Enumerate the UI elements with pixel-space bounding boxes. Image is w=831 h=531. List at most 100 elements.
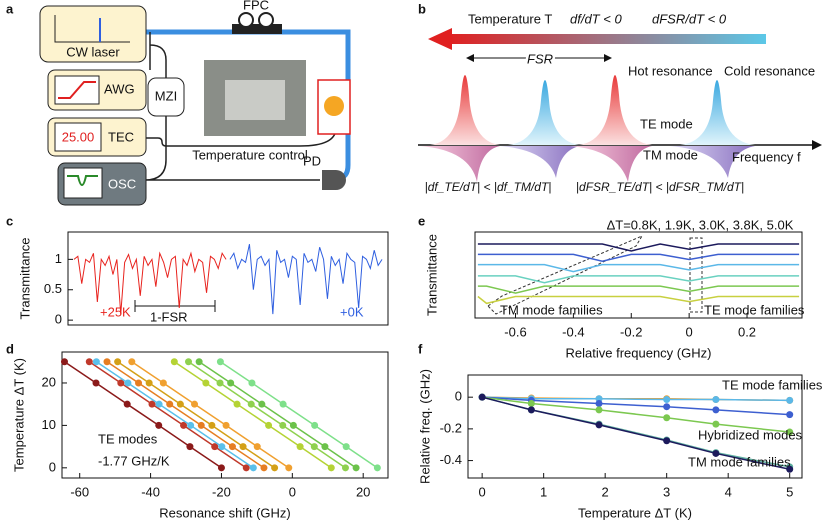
x-axis-label: Temperature ΔT (K): [578, 505, 692, 520]
x-tick-label: -60: [70, 484, 89, 499]
y-tick-label: 10: [42, 417, 56, 432]
cw-laser-box: [39, 5, 147, 63]
data-point: [712, 449, 720, 457]
data-point: [155, 421, 163, 429]
x-tick-label: 0: [686, 324, 693, 339]
series-line: [477, 275, 800, 284]
data-point: [373, 464, 381, 472]
data-point: [352, 464, 360, 472]
annotation: TE mode families: [704, 302, 805, 317]
photo-detail: [225, 80, 285, 120]
te-peak: [578, 75, 652, 145]
data-point: [712, 420, 720, 428]
panel-label: e: [418, 213, 425, 228]
x-tick-label: -0.4: [562, 324, 584, 339]
x-tick-label: 4: [725, 484, 732, 499]
x-tick-label: 2: [602, 484, 609, 499]
te-peak: [508, 80, 580, 145]
y-tick-label: -0.4: [440, 452, 462, 467]
fpc-paddle: [238, 12, 254, 28]
data-point: [148, 400, 156, 408]
panel-label: d: [6, 341, 14, 356]
annotation: ΔT=0.8K, 1.9K, 3.0K, 3.8K, 5.0K: [607, 217, 794, 232]
plot-frame: [67, 231, 389, 326]
data-point: [239, 443, 247, 451]
tm-dip: [670, 146, 755, 178]
tec-display: 25.00: [62, 129, 95, 144]
data-point: [478, 393, 486, 401]
data-point: [248, 379, 256, 387]
plot-frame: [474, 231, 803, 319]
tm-dip: [420, 146, 500, 182]
data-point: [260, 464, 268, 472]
annotation: TM mode families: [688, 454, 791, 469]
data-point: [60, 358, 68, 366]
arrow-head: [812, 140, 822, 150]
data-point: [85, 358, 93, 366]
data-point: [128, 358, 136, 366]
data-point: [271, 464, 279, 472]
data-point: [103, 358, 111, 366]
te-peak: [680, 80, 755, 145]
tm-box: [487, 234, 644, 315]
data-point: [289, 421, 297, 429]
series-line: [198, 361, 357, 469]
data-point: [265, 421, 273, 429]
data-point: [170, 358, 178, 366]
data-point: [786, 411, 794, 419]
x-tick-label: -20: [212, 484, 231, 499]
annotation: Hybridized modes: [698, 427, 803, 442]
label: CW laser: [66, 44, 120, 59]
series-line: [106, 361, 265, 469]
data-point: [527, 400, 535, 408]
series-line: [482, 396, 790, 402]
x-tick-label: -40: [141, 484, 160, 499]
data-point: [218, 443, 226, 451]
data-point: [135, 379, 143, 387]
temp-wire: [145, 127, 337, 147]
x-axis-label: Resonance shift (GHz): [159, 505, 291, 520]
data-point: [155, 400, 163, 408]
label: FSR: [527, 51, 553, 66]
data-point: [233, 400, 241, 408]
x-tick-label: 3: [663, 484, 670, 499]
data-point: [187, 421, 195, 429]
data-point: [285, 464, 293, 472]
data-point: [327, 464, 335, 472]
annotation: -1.77 GHz/K: [98, 453, 170, 468]
data-point: [258, 400, 266, 408]
label: TEC: [108, 129, 134, 144]
data-point: [114, 358, 122, 366]
data-point: [527, 406, 535, 414]
label: Temperature T: [468, 11, 552, 26]
data-point: [712, 396, 720, 404]
y-tick-label: 0: [455, 389, 462, 404]
data-point: [222, 421, 230, 429]
data-point: [217, 464, 225, 472]
y-tick-label: -0.2: [440, 420, 462, 435]
y-tick-label: 0: [49, 459, 56, 474]
panel-a: a CW laser AWG 25.00 TEC OSC MZI FPC Tem…: [6, 0, 351, 206]
x-tick-label: 1: [540, 484, 547, 499]
x-tick-label: 5: [786, 484, 793, 499]
y-axis-label: Relative freq. (GHz): [417, 369, 432, 484]
series-line: [219, 361, 378, 469]
x-tick-label: 0: [479, 484, 486, 499]
data-point: [197, 421, 205, 429]
data-point: [117, 379, 125, 387]
series-line: [117, 361, 276, 469]
x-tick-label: -0.2: [620, 324, 642, 339]
series-line: [477, 243, 800, 252]
label: MZI: [155, 88, 177, 103]
data-point: [663, 414, 671, 422]
y-axis-label: Transmittance: [424, 234, 439, 316]
data-point: [242, 464, 250, 472]
x-tick-label: 0.2: [738, 324, 756, 339]
y-tick-label: 0: [55, 312, 62, 327]
data-point: [321, 443, 329, 451]
x-tick-label: 0: [289, 484, 296, 499]
x-tick-label: -0.6: [504, 324, 526, 339]
label: |dFSR_TE/dT| < |dFSR_TM/dT|: [576, 180, 744, 194]
arrow-head: [428, 28, 452, 50]
